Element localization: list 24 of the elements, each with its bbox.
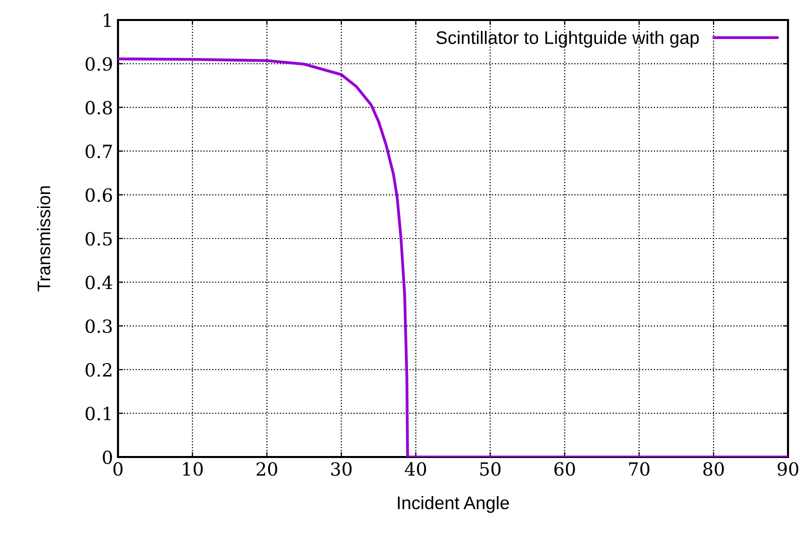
x-tick-label: 20 [256,462,278,476]
y-tick-label: 0.2 [86,363,112,377]
y-tick-label: 0 [102,450,112,464]
y-tick-label: 1 [104,13,111,27]
x-tick-label: 30 [331,462,352,476]
y-tick-label: 0.6 [86,188,112,202]
x-tick-label: 10 [183,462,203,476]
y-tick-label: 0.8 [86,100,112,115]
y-tick-label: 0.7 [86,144,112,158]
y-tick-label: 0.9 [86,57,112,71]
y-tick-label: 0.5 [86,232,112,246]
y-tick-label: 0.4 [86,276,112,290]
legend-label: Scintillator to Lightguide with gap [436,30,699,48]
y-tick-label: 0.1 [86,406,111,420]
x-tick-label: 50 [480,462,501,476]
x-tick-label: 90 [778,462,798,476]
y-axis-title: Transmission [37,186,50,292]
x-tick-label: 40 [404,462,426,476]
x-tick-label: 80 [703,462,724,476]
x-tick-label: 60 [554,462,575,476]
y-tick-label: 0.3 [86,319,112,334]
x-tick-label: 70 [629,462,650,476]
x-tick-label: 0 [113,462,123,476]
x-axis-title: Incident Angle [398,496,509,513]
